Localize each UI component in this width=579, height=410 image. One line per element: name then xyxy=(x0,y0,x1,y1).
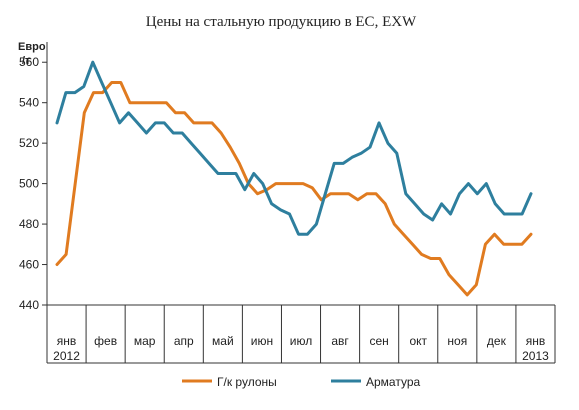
x-tick-label: авг xyxy=(331,334,349,348)
x-tick-label: фев xyxy=(94,334,117,348)
y-tick-label: 460 xyxy=(19,258,39,272)
x-tick-label: мар xyxy=(134,334,156,348)
y-tick-label: 560 xyxy=(19,55,39,69)
y-axis-unit-line2: /т xyxy=(22,55,31,67)
x-tick-label: июн xyxy=(251,334,273,348)
y-tick-label: 440 xyxy=(19,298,39,312)
x-tick-year-label: 2013 xyxy=(522,349,549,363)
legend-label-hr-coils: Г/к рулоны xyxy=(217,375,277,389)
y-axis-unit-line1: Евро xyxy=(18,41,46,53)
y-tick-label: 500 xyxy=(19,177,39,191)
x-tick-label: окт xyxy=(409,334,427,348)
series-line-hr-coils xyxy=(55,81,533,297)
legend: Г/к рулоны Арматура xyxy=(182,375,421,389)
x-tick-year-label: 2012 xyxy=(53,349,80,363)
chart-title: Цены на стальную продукцию в ЕС, EXW xyxy=(146,14,417,30)
x-tick-label: сен xyxy=(369,334,388,348)
x-tick-label: янв xyxy=(526,334,546,348)
axes xyxy=(46,42,556,364)
series-line-rebar xyxy=(55,60,533,236)
x-tick-label: янв xyxy=(57,334,77,348)
x-tick-label: апр xyxy=(174,334,194,348)
legend-label-rebar: Арматура xyxy=(366,375,421,389)
y-tick-label: 480 xyxy=(19,217,39,231)
series-lines xyxy=(55,60,533,297)
x-tick-label: дек xyxy=(487,334,507,348)
y-tick-label: 540 xyxy=(19,96,39,110)
x-tick-label: ноя xyxy=(447,334,467,348)
x-tick-label: июл xyxy=(290,334,312,348)
x-tick-label: май xyxy=(212,334,234,348)
y-tick-label: 520 xyxy=(19,136,39,150)
y-axis-ticks: 440 460 480 500 520 540 560 xyxy=(19,55,47,312)
